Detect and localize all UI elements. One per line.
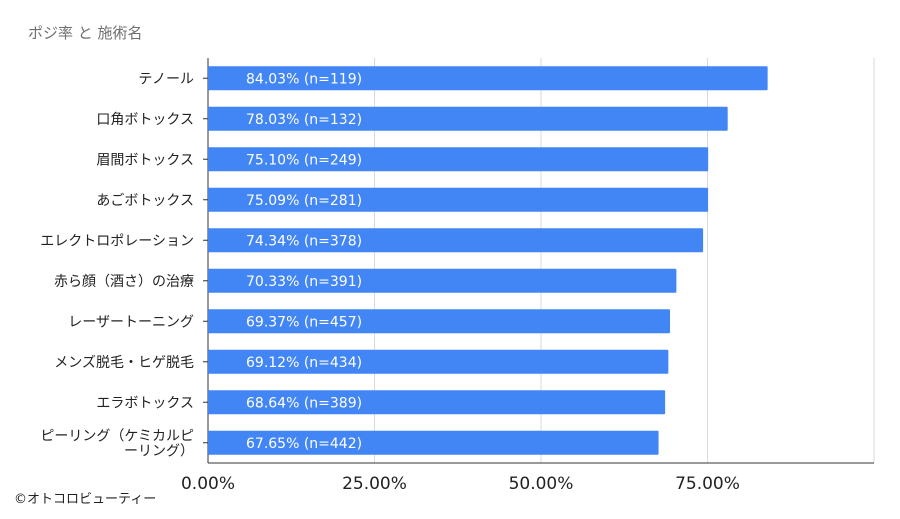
copyright-credit: ©オトコロビューティー — [14, 492, 157, 507]
bar — [208, 147, 709, 172]
bar — [208, 228, 704, 253]
bar-data-label: 74.34% (n=378) — [246, 233, 362, 249]
bar-data-label: 69.37% (n=457) — [246, 314, 362, 330]
bar — [208, 349, 669, 374]
category-label: ーリング） — [124, 443, 194, 459]
category-label: あごボトックス — [96, 193, 194, 209]
bar — [208, 106, 728, 131]
category-label: 眉間ボトックス — [96, 152, 194, 168]
bar-data-label: 69.12% (n=434) — [246, 355, 362, 371]
bar — [208, 390, 666, 415]
category-label: テノール — [138, 71, 194, 87]
x-tick-label: 75.00% — [675, 474, 740, 494]
x-tick-label: 0.00% — [181, 474, 235, 494]
bar-data-label: 68.64% (n=389) — [246, 395, 362, 411]
bar-data-label: 67.65% (n=442) — [246, 436, 362, 452]
bar — [208, 309, 671, 334]
x-tick-label: 50.00% — [509, 474, 574, 494]
bar-data-label: 78.03% (n=132) — [246, 112, 362, 128]
chart-title: ポジ率 と 施術名 — [28, 24, 143, 42]
bar — [208, 430, 659, 455]
category-label: レーザートーニング — [68, 314, 194, 330]
category-label: エレクトロポレーション — [40, 233, 194, 249]
x-tick-labels: 0.00% 25.00% 50.00% 75.00% — [181, 474, 740, 494]
category-label: ピーリング（ケミカルピ — [40, 428, 194, 444]
category-label: エラボトックス — [96, 395, 194, 411]
x-tick-label: 25.00% — [342, 474, 407, 494]
bar — [208, 268, 677, 293]
bar — [208, 187, 709, 212]
bar-data-label: 84.03% (n=119) — [246, 71, 362, 87]
bars: 84.03% (n=119) 78.03% (n=132) 75.10% (n=24… — [208, 66, 768, 455]
category-label: 口角ボトックス — [96, 112, 194, 128]
category-label: 赤ら顔（酒さ）の治療 — [54, 273, 194, 290]
bar — [208, 66, 768, 91]
bar-data-label: 75.10% (n=249) — [246, 152, 362, 168]
category-labels: テノール口角ボトックス眉間ボトックスあごボトックスエレクトロポレーション赤ら顔（… — [40, 71, 194, 459]
category-label: メンズ脱毛・ヒゲ脱毛 — [54, 355, 194, 371]
bar-data-label: 75.09% (n=281) — [246, 193, 362, 209]
bar-data-label: 70.33% (n=391) — [246, 274, 362, 290]
